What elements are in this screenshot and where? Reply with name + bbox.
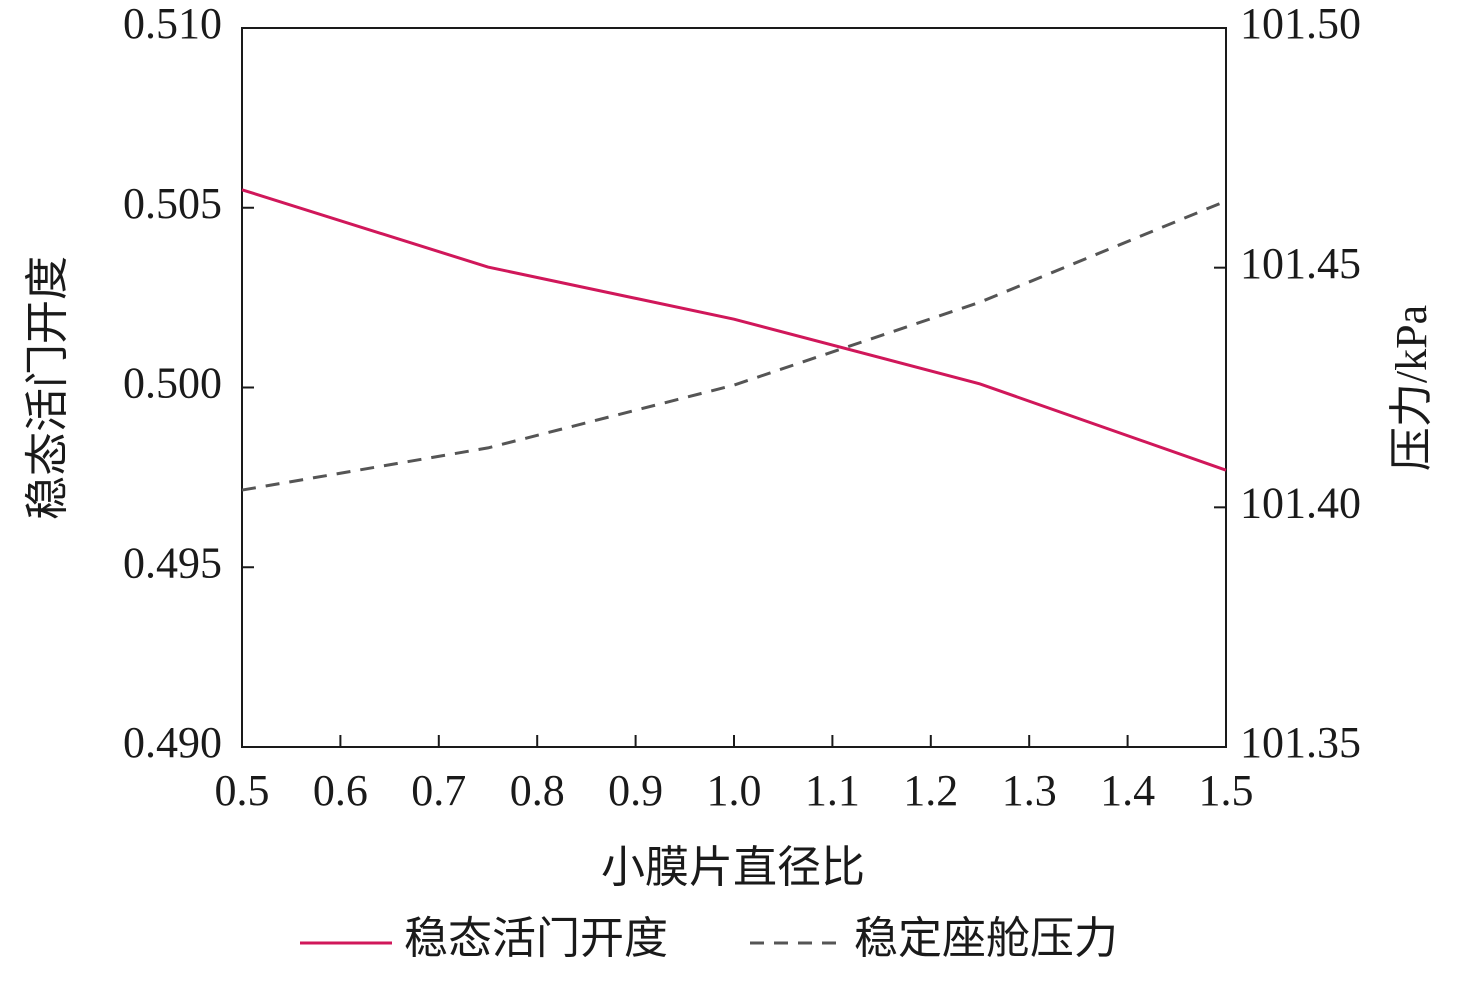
x-tick-label: 0.8 xyxy=(510,766,565,815)
x-axis-title: 小膜片直径比 xyxy=(601,843,865,892)
y-tick-label: 0.505 xyxy=(123,179,222,228)
y-tick-label: 0.500 xyxy=(123,359,222,408)
x-tick-label: 1.3 xyxy=(1002,766,1057,815)
y2-tick-label: 101.45 xyxy=(1240,239,1361,288)
x-tick-label: 1.2 xyxy=(903,766,958,815)
x-tick-label: 1.4 xyxy=(1100,766,1155,815)
x-tick-label: 0.9 xyxy=(608,766,663,815)
y2-tick-label: 101.40 xyxy=(1240,478,1361,527)
legend-label: 稳定座舱压力 xyxy=(854,914,1118,963)
y2-tick-label: 101.50 xyxy=(1240,0,1361,48)
series-line xyxy=(241,188,1227,472)
y-tick-label: 0.510 xyxy=(123,0,222,48)
x-tick-label: 0.5 xyxy=(215,766,270,815)
y-tick-label: 0.495 xyxy=(123,538,222,587)
x-tick-label: 1.5 xyxy=(1199,766,1254,815)
y2-tick-label: 101.35 xyxy=(1240,718,1361,767)
legend-label: 稳态活门开度 xyxy=(404,914,668,963)
y2-axis-title: 压力/kPa xyxy=(1387,305,1436,471)
x-tick-label: 0.7 xyxy=(411,766,466,815)
y-axis-title: 稳态活门开度 xyxy=(23,256,72,520)
x-tick-label: 0.6 xyxy=(313,766,368,815)
y-tick-label: 0.490 xyxy=(123,718,222,767)
x-tick-label: 1.1 xyxy=(805,766,860,815)
plot-frame xyxy=(241,27,1227,748)
x-tick-label: 1.0 xyxy=(707,766,762,815)
series-line xyxy=(241,199,1227,492)
